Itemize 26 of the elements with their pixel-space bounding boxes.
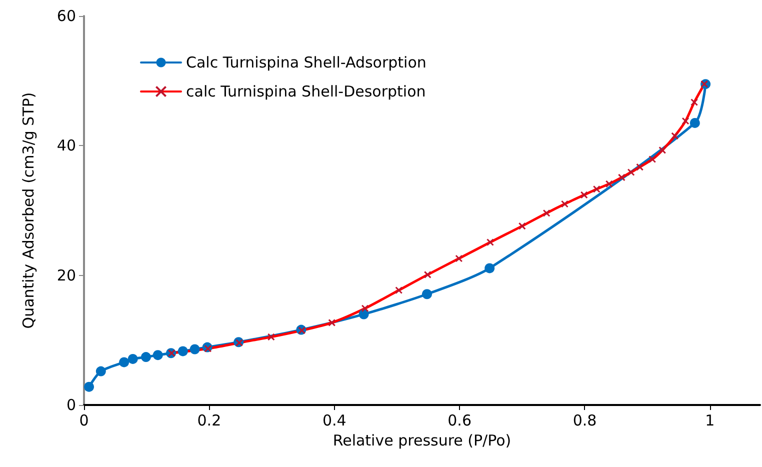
y-tick-label: 20 xyxy=(56,266,76,284)
x-tick-label: 0.6 xyxy=(448,412,472,430)
x-tick-label: 0 xyxy=(79,412,89,430)
point xyxy=(178,346,188,356)
point xyxy=(119,357,130,368)
legend-label: Calc Turnispina Shell-Adsorption xyxy=(186,54,426,72)
point xyxy=(152,350,163,360)
point xyxy=(358,309,369,320)
point xyxy=(128,354,138,364)
y-tick-label: 0 xyxy=(66,396,76,414)
y-tick-label: 40 xyxy=(56,136,76,155)
legend-label: calc Turnispina Shell-Desorption xyxy=(186,82,426,100)
point xyxy=(690,118,700,128)
y-axis-title: Quantity Adsorbed (cm3/g STP) xyxy=(20,92,38,329)
point xyxy=(422,289,432,300)
point xyxy=(484,263,495,274)
point xyxy=(84,382,94,392)
point xyxy=(190,344,200,354)
y-tick-label: 60 xyxy=(56,7,76,25)
x-tick-label: 0.2 xyxy=(197,412,222,430)
x-tick-label: 1 xyxy=(705,412,715,430)
x-tick-label: 0.8 xyxy=(572,412,597,430)
x-tick-label: 0.4 xyxy=(322,412,346,430)
point xyxy=(96,366,106,376)
x-axis-title: Relative pressure (P/Po) xyxy=(332,431,512,450)
point xyxy=(140,352,151,362)
